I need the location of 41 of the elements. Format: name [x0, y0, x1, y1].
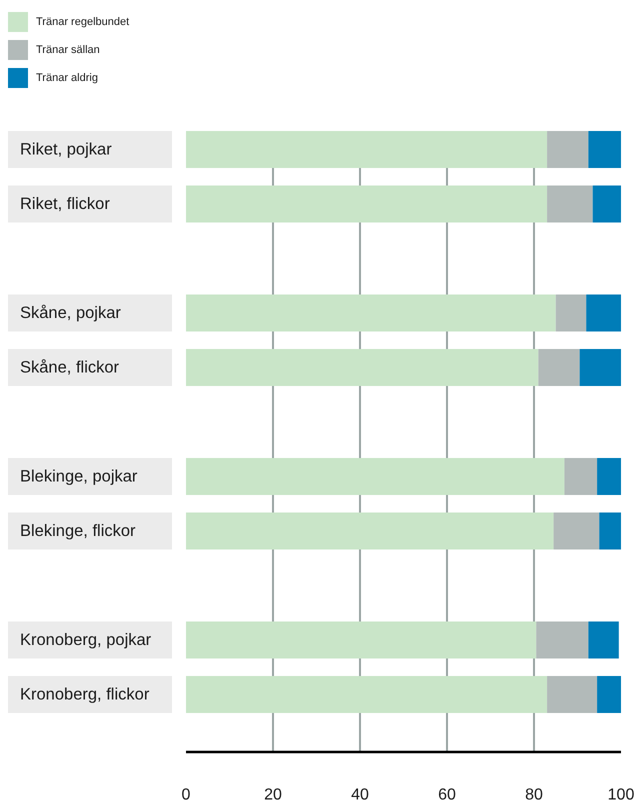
- x-tick-label: 20: [264, 786, 282, 803]
- bar: [588, 622, 619, 658]
- bar: [186, 676, 548, 713]
- bar: [592, 186, 621, 222]
- bar: [588, 131, 621, 168]
- y-tick-label: Blekinge, flickor: [20, 522, 136, 540]
- bar: [538, 349, 580, 386]
- x-tick-label: 40: [351, 786, 369, 803]
- y-tick-label: Kronoberg, pojkar: [20, 631, 152, 649]
- bar: [186, 186, 548, 222]
- legend-label: Tränar regelbundet: [36, 16, 130, 28]
- legend-label: Tränar aldrig: [36, 72, 98, 84]
- bar: [186, 294, 556, 332]
- y-tick-label: Riket, pojkar: [20, 140, 112, 158]
- bar: [580, 349, 621, 386]
- bar: [186, 458, 564, 495]
- y-tick-label: Blekinge, pojkar: [20, 468, 138, 486]
- y-tick-label: Kronoberg, flickor: [20, 686, 150, 704]
- x-tick-label: 80: [525, 786, 543, 803]
- bar: [599, 512, 621, 550]
- bar: [554, 512, 600, 550]
- bar: [186, 131, 548, 168]
- bar: [186, 622, 536, 658]
- bar: [186, 512, 554, 550]
- y-tick-label: Riket, flickor: [20, 195, 110, 213]
- legend-label: Tränar sällan: [36, 44, 100, 56]
- bar: [186, 349, 538, 386]
- bar: [547, 186, 593, 222]
- bar: [564, 458, 598, 495]
- bar: [547, 131, 588, 168]
- x-tick-label: 100: [608, 786, 634, 803]
- x-tick-label: 0: [182, 786, 191, 803]
- bar: [597, 458, 621, 495]
- bar: [547, 676, 598, 713]
- bar: [536, 622, 588, 658]
- bar: [586, 294, 621, 332]
- y-tick-label: Skåne, pojkar: [20, 304, 122, 322]
- y-tick-label: Skåne, flickor: [20, 358, 120, 376]
- x-tick-label: 60: [438, 786, 456, 803]
- bar: [597, 676, 621, 713]
- bar: [556, 294, 586, 332]
